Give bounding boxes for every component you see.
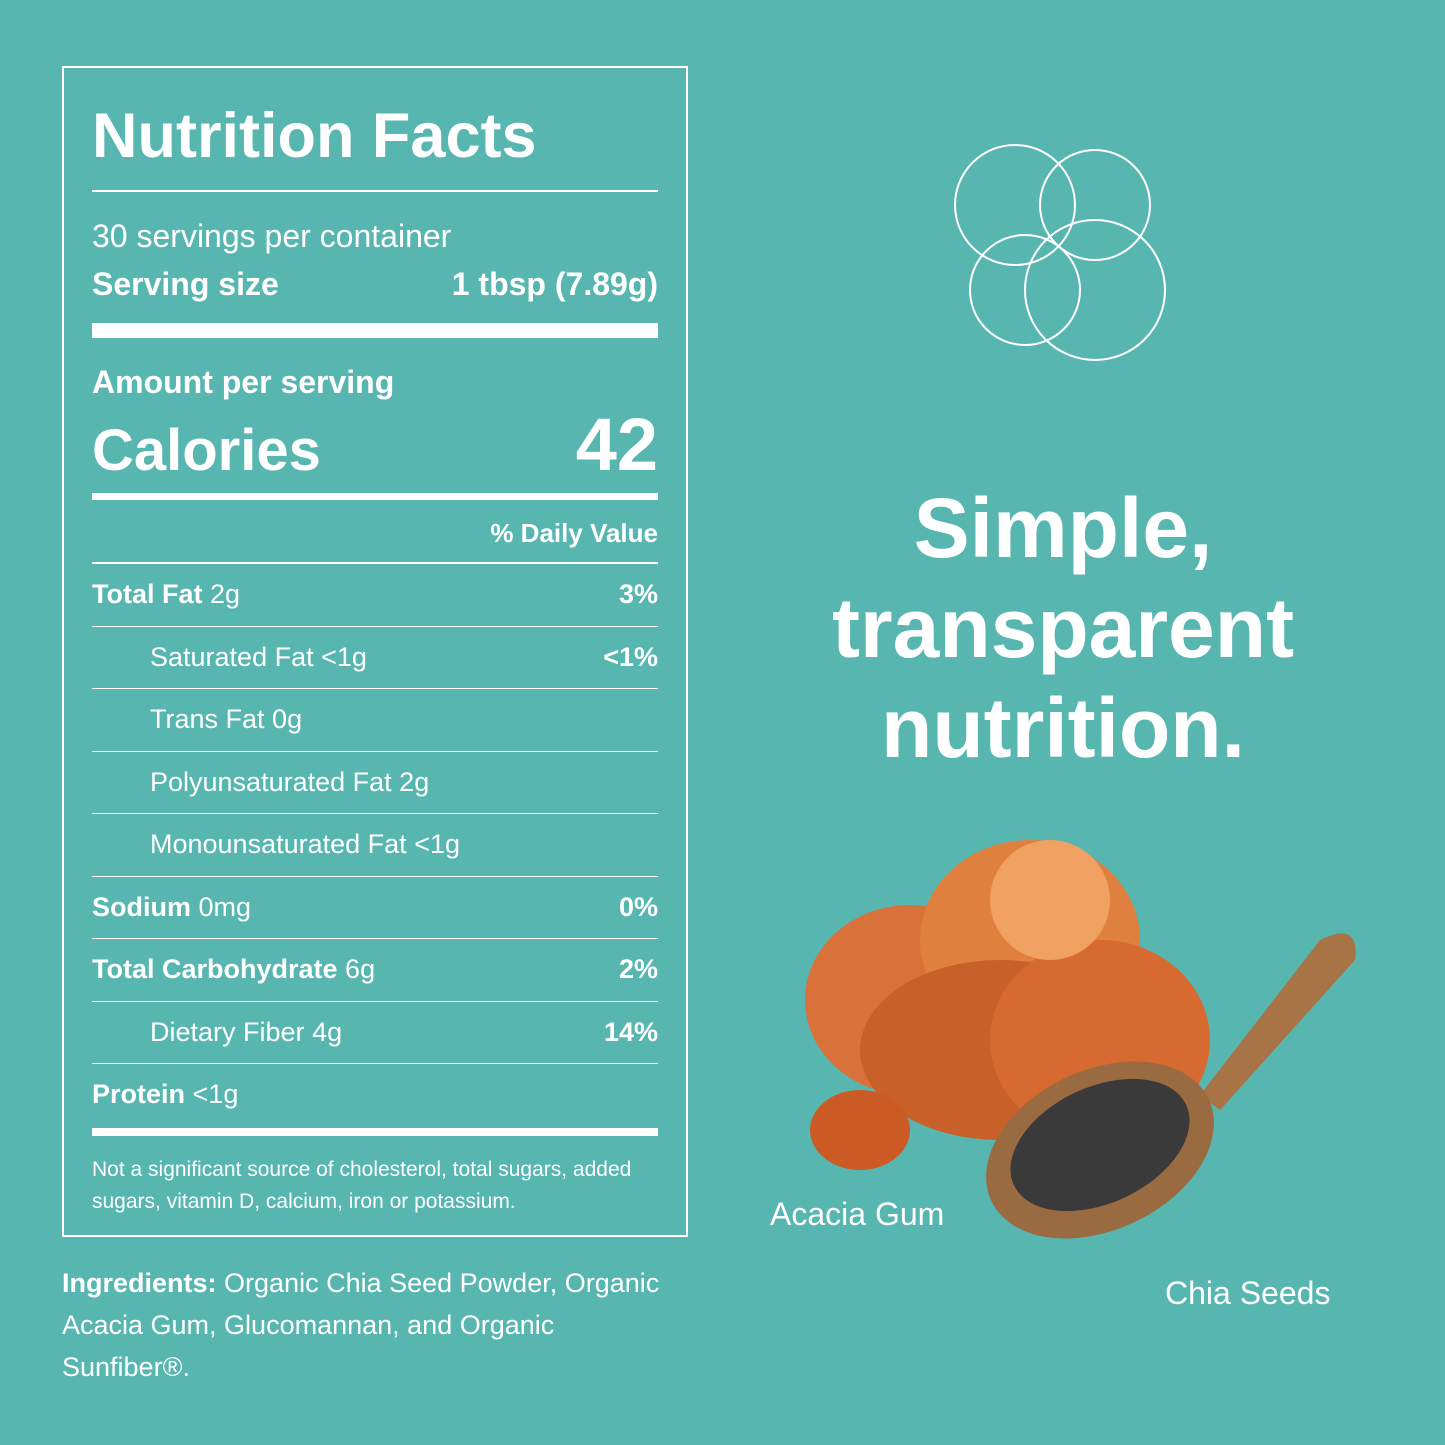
daily-value: 14% [603, 1016, 658, 1047]
nutrient-subrow: Saturated Fat <1g <1% [92, 627, 658, 689]
nutrient-amount: 0mg [198, 891, 252, 922]
serving-size-label: Serving size [92, 266, 279, 302]
ingredients-text: Organic Chia Seed Powder, Organic Acacia… [62, 1268, 660, 1382]
nutrient-name: Trans Fat [150, 704, 265, 735]
nutrient-subrow: Trans Fat 0g [92, 689, 658, 752]
ingredients-label: Ingredients: [62, 1268, 217, 1298]
nutrient-rows: Total Fat 2g 3% Saturated Fat <1g <1% Trans … [92, 564, 658, 1126]
nutrient-amount: 0g [272, 704, 303, 735]
headline-line: transparent [831, 581, 1295, 675]
nutrient-subrow: Polyunsaturated Fat 2g [92, 752, 658, 814]
nutrient-amount: <1g [192, 1079, 239, 1110]
label-title: Nutrition Facts [92, 101, 537, 171]
calories-row: Calories 42 [92, 402, 658, 487]
nutrient-subrow: Monounsaturated Fat <1g [92, 814, 658, 877]
footnote: Not a significant source of cholesterol,… [92, 1158, 632, 1213]
serving-size-value: 1 tbsp (7.89g) [451, 266, 658, 302]
circles-icon [954, 144, 1166, 361]
ingredients: Ingredients: Organic Chia Seed Powder, O… [62, 1262, 662, 1388]
nutrient: Total Carbohydrate 6g [92, 954, 375, 985]
nutrient-row: Total Carbohydrate 6g 2% [92, 939, 658, 1002]
thick-rule [92, 323, 658, 338]
nutrient-amount: <1g [414, 829, 460, 860]
nutrient-row: Sodium 0mg 0% [92, 877, 658, 939]
nutrient-amount: <1g [321, 641, 367, 672]
nutrient-row: Total Fat 2g 3% [92, 564, 658, 627]
amount-per-serving: Amount per serving [92, 364, 395, 400]
nutrient-amount: 2g [210, 579, 241, 610]
nutrient-name: Monounsaturated Fat [150, 829, 407, 860]
daily-value: <1% [603, 641, 658, 672]
nutrient: Saturated Fat <1g [150, 642, 367, 673]
nutrient: Sodium 0mg [92, 892, 251, 923]
nutrient-name: Protein [92, 1079, 186, 1110]
headline-line: Simple, [913, 481, 1213, 575]
nutrient-amount: 4g [312, 1016, 343, 1047]
nutrient: Total Fat 2g [92, 579, 240, 610]
rule [92, 562, 658, 564]
image-label: Acacia Gum [770, 1196, 945, 1232]
daily-value: 3% [618, 579, 658, 610]
nutrient: Dietary Fiber 4g [150, 1017, 342, 1048]
nutrient: Monounsaturated Fat <1g [150, 829, 460, 860]
nutrient-name: Polyunsaturated Fat [150, 766, 392, 797]
spoon [986, 933, 1356, 1239]
headline-line: nutrition. [881, 681, 1245, 775]
nutrient: Polyunsaturated Fat 2g [150, 767, 429, 798]
daily-value: 2% [618, 954, 658, 985]
nutrient-amount: 6g [345, 954, 376, 985]
thick-rule [92, 1128, 658, 1136]
image-label: Chia Seeds [1165, 1275, 1331, 1311]
nutrient-name: Sodium [92, 891, 191, 922]
nutrient-name: Total Carbohydrate [92, 954, 338, 985]
nutrient-name: Dietary Fiber [150, 1016, 305, 1047]
nutrient-subrow: Dietary Fiber 4g 14% [92, 1002, 658, 1064]
servings: 30 servings per container [92, 218, 452, 254]
daily-value: 0% [618, 891, 658, 922]
nutrient-name: Saturated Fat [150, 641, 314, 672]
nutrient-row: Protein <1g [92, 1064, 658, 1126]
calories-label: Calories [92, 418, 321, 483]
nutrient: Trans Fat 0g [150, 704, 302, 735]
serving-size: Serving size 1 tbsp (7.89g) [92, 266, 658, 303]
rule [92, 190, 658, 192]
label-frame [62, 66, 688, 1237]
nutrient: Protein <1g [92, 1079, 238, 1110]
nutrient-name: Total Fat [92, 579, 203, 610]
medium-rule [92, 493, 658, 500]
nutrient-amount: 2g [399, 766, 430, 797]
ingredients-image [805, 840, 1356, 1239]
calories-value: 42 [575, 403, 658, 486]
headline: Simple, transparent nutrition. [760, 478, 1366, 778]
daily-value-header: % Daily Value [490, 518, 658, 548]
